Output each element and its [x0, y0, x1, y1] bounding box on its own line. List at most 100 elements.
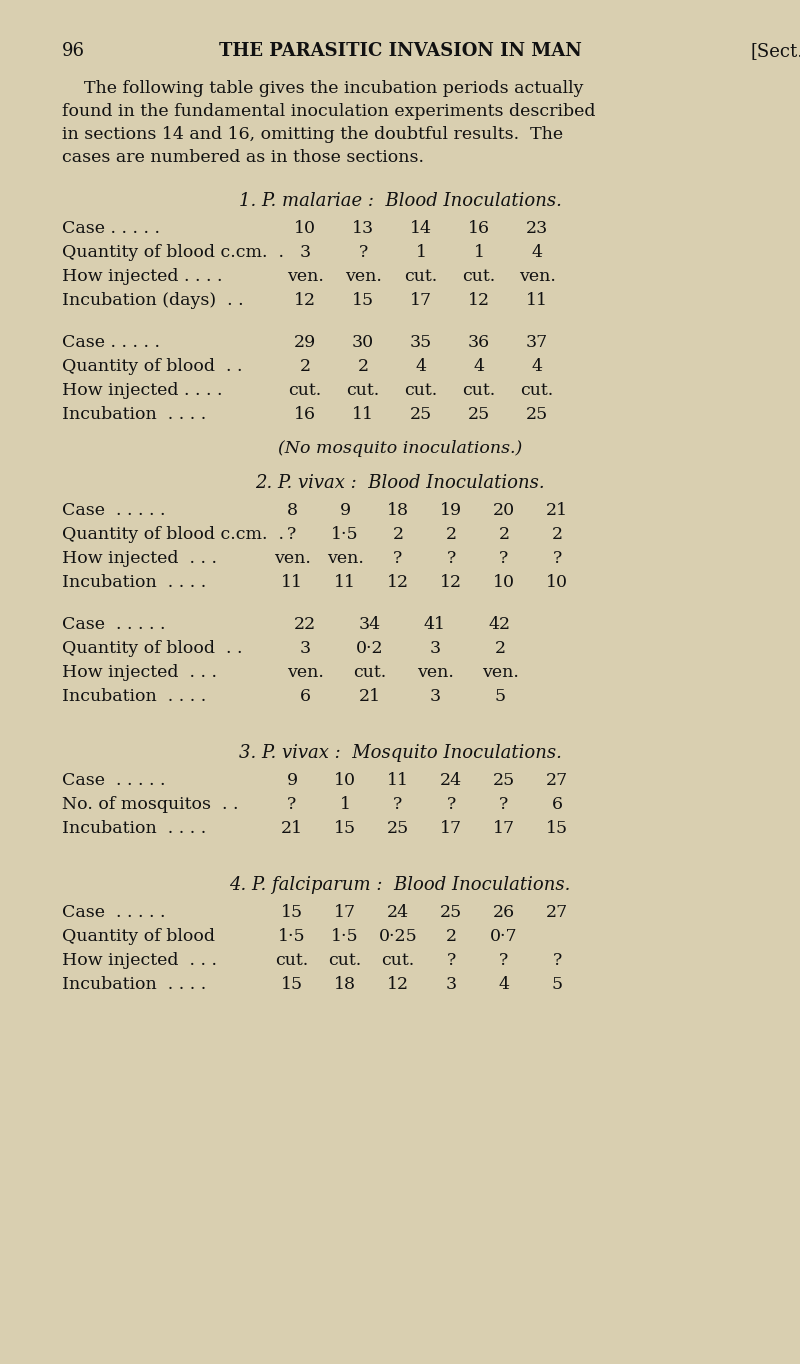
Text: ven.: ven.	[417, 664, 454, 681]
Text: 11: 11	[526, 292, 548, 310]
Text: 27: 27	[546, 904, 568, 921]
Text: 12: 12	[387, 574, 409, 591]
Text: Case  . . . . .: Case . . . . .	[62, 502, 166, 518]
Text: 18: 18	[387, 502, 409, 518]
Text: 6: 6	[551, 797, 562, 813]
Text: 3: 3	[299, 244, 310, 261]
Text: ven.: ven.	[326, 550, 363, 567]
Text: 3: 3	[446, 977, 457, 993]
Text: 25: 25	[468, 406, 490, 423]
Text: 2. P. vivax :  Blood Inoculations.: 2. P. vivax : Blood Inoculations.	[255, 475, 545, 492]
Text: 6: 6	[299, 687, 310, 705]
Text: cut.: cut.	[288, 382, 322, 400]
Text: ven.: ven.	[286, 664, 323, 681]
Text: Incubation  . . . .: Incubation . . . .	[62, 574, 206, 591]
Text: Case . . . . .: Case . . . . .	[62, 334, 160, 351]
Text: cut.: cut.	[462, 267, 496, 285]
Text: Incubation  . . . .: Incubation . . . .	[62, 977, 206, 993]
Text: 4: 4	[531, 244, 542, 261]
Text: (No mosquito inoculations.): (No mosquito inoculations.)	[278, 441, 522, 457]
Text: 10: 10	[546, 574, 568, 591]
Text: 3: 3	[299, 640, 310, 657]
Text: cut.: cut.	[328, 952, 362, 968]
Text: ?: ?	[446, 550, 456, 567]
Text: found in the fundamental inoculation experiments described: found in the fundamental inoculation exp…	[62, 104, 595, 120]
Text: ?: ?	[287, 797, 297, 813]
Text: 2: 2	[498, 527, 510, 543]
Text: 14: 14	[410, 220, 432, 237]
Text: 1. P. malariae :  Blood Inoculations.: 1. P. malariae : Blood Inoculations.	[238, 192, 562, 210]
Text: Quantity of blood c.cm.  .: Quantity of blood c.cm. .	[62, 527, 284, 543]
Text: 2: 2	[358, 357, 369, 375]
Text: ?: ?	[499, 550, 509, 567]
Text: 2: 2	[446, 928, 457, 945]
Text: cut.: cut.	[404, 267, 438, 285]
Text: 11: 11	[281, 574, 303, 591]
Text: 34: 34	[359, 617, 381, 633]
Text: Quantity of blood c.cm.  .: Quantity of blood c.cm. .	[62, 244, 284, 261]
Text: 5: 5	[494, 687, 506, 705]
Text: Incubation (days)  . .: Incubation (days) . .	[62, 292, 244, 310]
Text: 21: 21	[281, 820, 303, 837]
Text: cut.: cut.	[275, 952, 309, 968]
Text: Incubation  . . . .: Incubation . . . .	[62, 687, 206, 705]
Text: 2: 2	[446, 527, 457, 543]
Text: 16: 16	[468, 220, 490, 237]
Text: 11: 11	[334, 574, 356, 591]
Text: Case  . . . . .: Case . . . . .	[62, 904, 166, 921]
Text: 11: 11	[352, 406, 374, 423]
Text: 27: 27	[546, 772, 568, 788]
Text: 2: 2	[393, 527, 403, 543]
Text: Quantity of blood  . .: Quantity of blood . .	[62, 640, 242, 657]
Text: 42: 42	[489, 617, 511, 633]
Text: 4. P. falciparum :  Blood Inoculations.: 4. P. falciparum : Blood Inoculations.	[230, 876, 570, 893]
Text: 15: 15	[281, 904, 303, 921]
Text: 9: 9	[339, 502, 350, 518]
Text: Quantity of blood: Quantity of blood	[62, 928, 215, 945]
Text: 17: 17	[493, 820, 515, 837]
Text: 1·5: 1·5	[331, 527, 359, 543]
Text: The following table gives the incubation periods actually: The following table gives the incubation…	[62, 80, 583, 97]
Text: How injected . . . .: How injected . . . .	[62, 267, 222, 285]
Text: cases are numbered as in those sections.: cases are numbered as in those sections.	[62, 149, 424, 166]
Text: 36: 36	[468, 334, 490, 351]
Text: 10: 10	[493, 574, 515, 591]
Text: 21: 21	[359, 687, 381, 705]
Text: ?: ?	[287, 527, 297, 543]
Text: ven.: ven.	[286, 267, 323, 285]
Text: 3: 3	[430, 640, 441, 657]
Text: 15: 15	[334, 820, 356, 837]
Text: 13: 13	[352, 220, 374, 237]
Text: How injected  . . .: How injected . . .	[62, 664, 217, 681]
Text: 24: 24	[440, 772, 462, 788]
Text: 17: 17	[334, 904, 356, 921]
Text: Case  . . . . .: Case . . . . .	[62, 617, 166, 633]
Text: 4: 4	[415, 357, 426, 375]
Text: THE PARASITIC INVASION IN MAN: THE PARASITIC INVASION IN MAN	[218, 42, 582, 60]
Text: 12: 12	[387, 977, 409, 993]
Text: 25: 25	[387, 820, 409, 837]
Text: Case  . . . . .: Case . . . . .	[62, 772, 166, 788]
Text: 41: 41	[424, 617, 446, 633]
Text: 25: 25	[410, 406, 432, 423]
Text: ?: ?	[394, 797, 402, 813]
Text: 10: 10	[294, 220, 316, 237]
Text: 1·5: 1·5	[331, 928, 359, 945]
Text: ven.: ven.	[482, 664, 518, 681]
Text: cut.: cut.	[354, 664, 386, 681]
Text: ?: ?	[446, 952, 456, 968]
Text: 3: 3	[430, 687, 441, 705]
Text: cut.: cut.	[520, 382, 554, 400]
Text: 2: 2	[494, 640, 506, 657]
Text: 20: 20	[493, 502, 515, 518]
Text: How injected  . . .: How injected . . .	[62, 952, 217, 968]
Text: 96: 96	[62, 42, 85, 60]
Text: cut.: cut.	[462, 382, 496, 400]
Text: cut.: cut.	[346, 382, 380, 400]
Text: ?: ?	[552, 952, 562, 968]
Text: ven.: ven.	[345, 267, 382, 285]
Text: 4: 4	[531, 357, 542, 375]
Text: Incubation  . . . .: Incubation . . . .	[62, 820, 206, 837]
Text: ?: ?	[394, 550, 402, 567]
Text: 3. P. vivax :  Mosquito Inoculations.: 3. P. vivax : Mosquito Inoculations.	[238, 743, 562, 762]
